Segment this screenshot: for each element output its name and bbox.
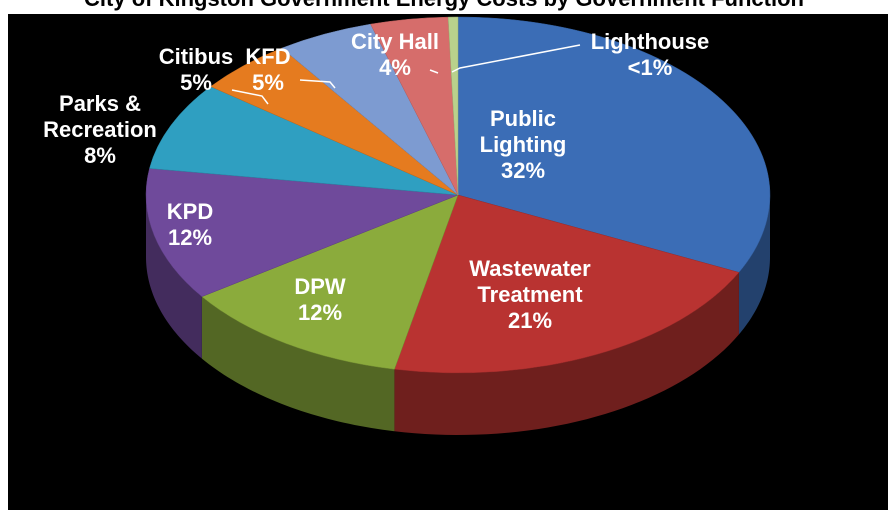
slice-label: Public Lighting 32%	[458, 106, 588, 184]
slice	[394, 194, 740, 374]
slice-name: Citibus	[158, 44, 234, 69]
slice-name: Wastewater Treatment	[469, 256, 591, 307]
slice	[457, 16, 771, 273]
slice-label: Citibus 5%	[146, 44, 246, 96]
slice-name: Lighthouse	[590, 29, 710, 54]
leader-line	[451, 44, 581, 73]
slice-name: KPD	[166, 199, 214, 224]
slice-side	[394, 272, 739, 435]
slice-value: 32%	[500, 158, 546, 183]
slice-name: Public Lighting	[479, 106, 567, 157]
leader-line	[231, 89, 269, 105]
slice-value: 12%	[167, 225, 213, 250]
slice	[149, 86, 459, 196]
pie-sides	[146, 195, 770, 435]
chart-title: City of Kingston Government Energy Costs…	[0, 0, 888, 12]
slice-side	[201, 296, 395, 432]
slice-name: Parks & Recreation	[43, 91, 157, 142]
leader-line	[429, 69, 439, 74]
slice-value: 5%	[180, 70, 212, 95]
slice-value: 8%	[84, 143, 116, 168]
slice-name: DPW	[294, 274, 346, 299]
slice-label: DPW 12%	[260, 274, 380, 326]
slice-value: 5%	[252, 70, 284, 95]
leader-line	[299, 79, 336, 89]
slice-value: <1%	[627, 55, 673, 80]
slice-value: 21%	[507, 308, 553, 333]
pie-tops	[145, 16, 771, 374]
slice-label: KPD 12%	[130, 199, 250, 251]
slice	[447, 16, 459, 196]
slice-value: 4%	[379, 55, 411, 80]
slice-value: 12%	[297, 300, 343, 325]
slice-side	[146, 195, 202, 359]
slice-name: KFD	[245, 44, 291, 69]
slice-side	[738, 195, 770, 335]
slice-label: Lighthouse <1%	[570, 29, 730, 81]
slice-label: KFD 5%	[228, 44, 308, 96]
slice-label: Parks & Recreation 8%	[10, 91, 190, 169]
leader-lines	[231, 44, 581, 105]
slice	[201, 194, 459, 370]
slice-label: City Hall 4%	[325, 29, 465, 81]
slice	[145, 168, 459, 297]
slice-label: Wastewater Treatment 21%	[440, 256, 620, 334]
slice-name: City Hall	[350, 29, 440, 54]
